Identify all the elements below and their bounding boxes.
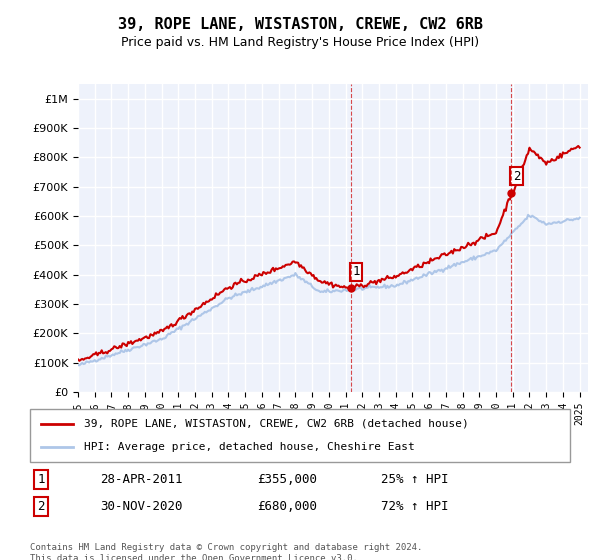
Text: 25% ↑ HPI: 25% ↑ HPI	[381, 473, 449, 486]
Text: 28-APR-2011: 28-APR-2011	[100, 473, 182, 486]
Text: 39, ROPE LANE, WISTASTON, CREWE, CW2 6RB (detached house): 39, ROPE LANE, WISTASTON, CREWE, CW2 6RB…	[84, 419, 469, 429]
Text: 39, ROPE LANE, WISTASTON, CREWE, CW2 6RB: 39, ROPE LANE, WISTASTON, CREWE, CW2 6RB	[118, 17, 482, 32]
FancyBboxPatch shape	[30, 409, 570, 462]
Text: 1: 1	[37, 473, 44, 486]
Text: £680,000: £680,000	[257, 500, 317, 513]
Text: 2: 2	[37, 500, 44, 513]
Text: 1: 1	[352, 265, 359, 278]
Text: 30-NOV-2020: 30-NOV-2020	[100, 500, 182, 513]
Text: Contains HM Land Registry data © Crown copyright and database right 2024.
This d: Contains HM Land Registry data © Crown c…	[30, 543, 422, 560]
Text: HPI: Average price, detached house, Cheshire East: HPI: Average price, detached house, Ches…	[84, 442, 415, 452]
Text: 2: 2	[512, 170, 520, 183]
Text: £355,000: £355,000	[257, 473, 317, 486]
Text: 72% ↑ HPI: 72% ↑ HPI	[381, 500, 449, 513]
Text: Price paid vs. HM Land Registry's House Price Index (HPI): Price paid vs. HM Land Registry's House …	[121, 36, 479, 49]
